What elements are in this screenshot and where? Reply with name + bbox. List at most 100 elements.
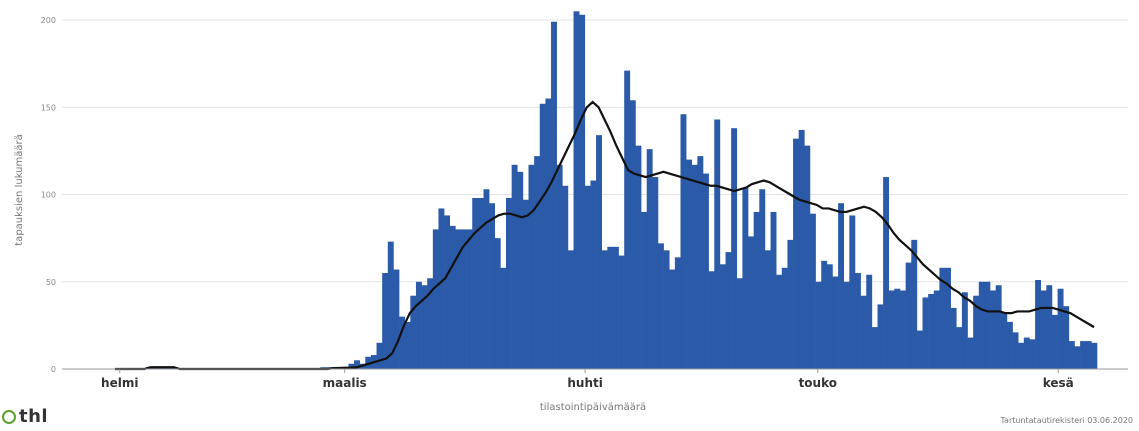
bar xyxy=(444,215,451,369)
bar xyxy=(500,267,507,369)
bar xyxy=(387,241,394,369)
bar xyxy=(1085,341,1092,369)
bar xyxy=(477,197,484,369)
bar xyxy=(399,316,405,369)
bar xyxy=(686,159,693,369)
x-tick-label: huhti xyxy=(567,376,602,390)
bar xyxy=(719,264,726,369)
bar xyxy=(1029,339,1036,369)
bar xyxy=(528,164,535,369)
bar xyxy=(776,274,783,369)
bar xyxy=(641,211,648,369)
bar xyxy=(348,363,355,369)
bar xyxy=(590,180,597,369)
bar xyxy=(753,211,760,369)
bar xyxy=(770,211,777,369)
bar xyxy=(843,281,850,369)
bar xyxy=(646,149,653,369)
bar xyxy=(1068,341,1075,369)
bar xyxy=(534,156,541,369)
bar xyxy=(432,229,439,369)
bar xyxy=(1035,280,1042,369)
bar xyxy=(748,236,754,369)
thl-logo: thl xyxy=(2,406,48,427)
bar xyxy=(376,342,383,369)
bar xyxy=(900,290,906,369)
bar xyxy=(562,185,569,369)
bar xyxy=(579,14,586,370)
bar xyxy=(691,164,698,369)
bar xyxy=(455,229,462,369)
y-axis-title: tapauksien lukumäärä xyxy=(14,134,25,245)
bar xyxy=(551,21,557,369)
y-tick-label: 150 xyxy=(41,103,56,112)
bar xyxy=(415,281,422,369)
bar xyxy=(567,250,574,369)
bar xyxy=(945,267,951,369)
bar xyxy=(956,327,963,369)
bar xyxy=(1023,337,1030,369)
bar xyxy=(354,360,360,369)
bar xyxy=(973,295,980,369)
bar xyxy=(697,156,704,369)
bar xyxy=(742,187,749,369)
bar xyxy=(905,262,912,369)
y-tick-label: 200 xyxy=(41,16,56,25)
bar xyxy=(629,100,636,370)
bar xyxy=(427,278,434,369)
source-note: Tartuntatautirekisteri 03.06.2020 xyxy=(1000,416,1133,425)
bar xyxy=(506,197,512,369)
bar xyxy=(888,290,895,369)
bar xyxy=(584,185,591,369)
bar xyxy=(421,285,428,369)
bar xyxy=(725,252,732,369)
bar xyxy=(573,11,580,370)
bar-series xyxy=(145,11,1098,370)
thl-logo-text: thl xyxy=(19,406,49,427)
bar xyxy=(460,229,467,369)
bar xyxy=(449,225,456,369)
bar xyxy=(657,243,664,369)
bar xyxy=(916,330,923,369)
bar xyxy=(871,327,878,369)
bar xyxy=(438,208,445,369)
bar xyxy=(596,135,602,369)
x-tick-label: touko xyxy=(799,376,837,390)
bar xyxy=(759,189,766,369)
bar xyxy=(680,114,687,369)
bar xyxy=(995,285,1002,369)
bar xyxy=(393,269,400,369)
bar xyxy=(894,288,901,369)
bar xyxy=(933,290,940,369)
bar xyxy=(883,177,890,369)
bar xyxy=(1057,288,1064,369)
bar xyxy=(404,321,411,369)
bar xyxy=(860,295,867,369)
bar xyxy=(1001,313,1008,369)
bar xyxy=(410,295,417,369)
bar xyxy=(663,250,670,369)
bar xyxy=(556,164,563,369)
bar xyxy=(612,246,619,369)
bar xyxy=(866,274,873,369)
bar xyxy=(494,238,501,370)
bar xyxy=(877,304,884,369)
bar xyxy=(618,255,625,369)
x-axis-title: tilastointipäivämäärä xyxy=(540,402,646,413)
bar xyxy=(714,119,721,369)
bar xyxy=(990,290,996,369)
bar xyxy=(674,257,681,369)
bar xyxy=(489,203,496,369)
bar xyxy=(635,145,642,369)
bar xyxy=(978,281,985,369)
bar xyxy=(1012,332,1019,369)
bar xyxy=(731,128,738,369)
bar xyxy=(984,281,991,369)
bar xyxy=(624,70,631,370)
bar xyxy=(1006,321,1013,369)
bar xyxy=(939,267,946,369)
bar xyxy=(928,293,935,369)
bar xyxy=(961,292,968,369)
bar xyxy=(854,273,861,369)
